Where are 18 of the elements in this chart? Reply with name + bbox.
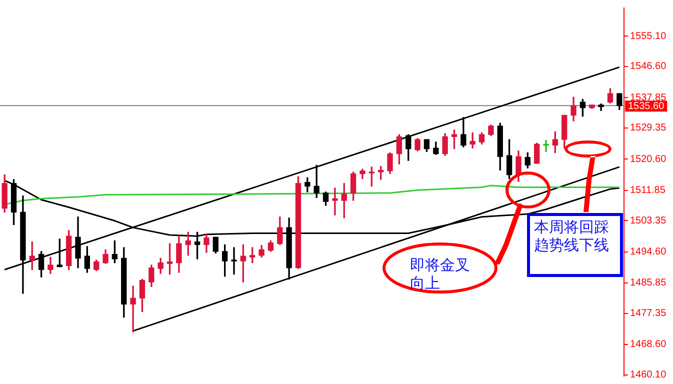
y-tick-label: 1485.85 (630, 278, 667, 289)
y-tick-label: 1468.60 (630, 339, 667, 350)
y-tick-label: 1555.10 (630, 30, 667, 42)
y-tick-label: 1460.10 (630, 370, 667, 381)
y-tick-label: 1546.60 (630, 61, 667, 72)
y-tick-label: 1477.35 (630, 308, 667, 320)
y-tick-label: 1511.85 (630, 185, 666, 196)
y-tick-label: 1494.60 (630, 246, 667, 258)
ref-line-label: 1535.60 (628, 100, 665, 112)
annotation: 即将金叉向上 (410, 256, 471, 292)
candlestick (543, 140, 549, 152)
y-tick-label: 1503.35 (630, 215, 667, 226)
candlestick (231, 247, 237, 275)
candlestick (130, 286, 136, 332)
candlestick (332, 188, 338, 216)
y-tick-label: 1520.60 (630, 154, 667, 165)
y-tick-label: 1529.35 (630, 122, 667, 134)
annotation: 本周将回踩趋势线下线 (527, 213, 623, 277)
